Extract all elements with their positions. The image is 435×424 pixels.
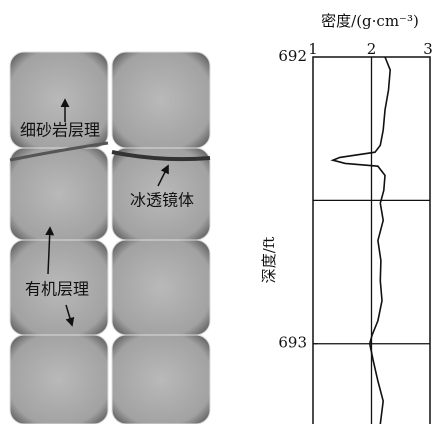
core-image	[10, 335, 108, 424]
image-label: 细砂岩层理	[20, 121, 100, 140]
y-tick-label: 693	[278, 334, 307, 352]
y-tick-label: 692	[278, 47, 307, 65]
x-tick-label: 1	[308, 40, 318, 58]
core-image	[112, 240, 210, 335]
axis-title: 密度/(g·cm⁻³)	[321, 12, 419, 30]
core-image	[10, 148, 108, 240]
x-tick-label: 3	[423, 40, 433, 58]
core-images: 细砂岩层理 冰透镜体 有机层理	[10, 52, 210, 424]
x-tick-label: 2	[367, 40, 377, 58]
core-image	[112, 52, 210, 148]
image-label: 有机层理	[25, 280, 89, 299]
density-curve	[333, 57, 390, 424]
image-label: 冰透镜体	[130, 191, 194, 210]
core-image	[112, 335, 210, 424]
figure: 细砂岩层理 冰透镜体 有机层理 密度/(g·cm⁻³) 深度/ft 1 2 3 692…	[0, 0, 435, 424]
y-axis-label: 深度/ft	[260, 237, 278, 284]
plot: 1 2 3 692 693	[278, 40, 432, 424]
